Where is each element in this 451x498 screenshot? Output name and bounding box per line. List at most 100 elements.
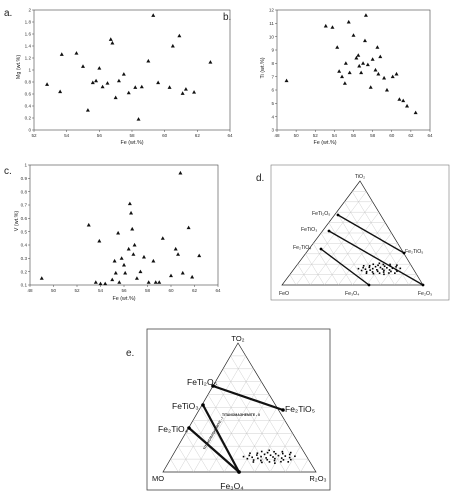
panel-c-ylabel: V (wt.%) xyxy=(14,211,20,232)
data-point xyxy=(122,262,126,267)
data-point xyxy=(246,457,249,460)
data-point xyxy=(169,273,173,278)
inner-label-titanomaghemite-2: TITANOMAGHEMITE - II xyxy=(222,413,260,417)
y-tick-label: 4 xyxy=(271,114,274,119)
grid-line xyxy=(239,407,278,473)
data-point xyxy=(379,266,382,269)
y-tick-label: 0.2 xyxy=(25,116,32,121)
tie-line xyxy=(320,248,370,286)
y-tick-label: 0.4 xyxy=(21,243,28,248)
data-point xyxy=(131,252,136,256)
data-point xyxy=(116,78,121,83)
data-point xyxy=(343,61,348,65)
data-point xyxy=(93,280,98,284)
panel-e-label: e. xyxy=(126,348,134,359)
data-point xyxy=(371,271,374,273)
data-point xyxy=(342,81,347,85)
tie-point xyxy=(402,251,406,255)
data-point xyxy=(382,75,387,80)
tie-line xyxy=(328,230,424,286)
data-point xyxy=(112,258,117,263)
data-point xyxy=(340,74,345,79)
tie-point xyxy=(367,283,371,287)
grid-line xyxy=(380,253,405,286)
x-tick-label: 56 xyxy=(97,133,103,138)
plot-frame xyxy=(29,164,219,286)
tie-point xyxy=(237,470,241,474)
data-point xyxy=(190,274,195,279)
data-point xyxy=(39,276,44,280)
x-tick-label: 54 xyxy=(98,288,104,293)
data-point xyxy=(335,45,340,49)
grid-line xyxy=(352,191,410,286)
tie-line xyxy=(188,427,240,473)
data-point xyxy=(110,40,115,45)
data-point xyxy=(133,85,138,89)
data-point xyxy=(256,454,258,456)
x-tick-label: 60 xyxy=(389,133,395,138)
grid-line xyxy=(208,381,262,473)
ternary-d xyxy=(281,180,425,287)
data-point xyxy=(396,270,398,273)
x-tick-label: 52 xyxy=(31,133,37,138)
y-tick-label: 1.2 xyxy=(25,56,32,61)
data-point xyxy=(294,455,296,458)
x-tick-label: 54 xyxy=(332,133,338,138)
grid-line xyxy=(178,355,246,473)
data-point xyxy=(157,280,162,284)
data-point xyxy=(362,38,367,43)
y-tick-label: 0.7 xyxy=(21,203,28,208)
data-point xyxy=(354,55,359,60)
y-tick-label: 0.6 xyxy=(21,216,28,221)
data-point xyxy=(280,460,282,463)
data-point xyxy=(268,449,271,452)
data-point xyxy=(97,66,102,70)
x-tick-label: 56 xyxy=(121,288,127,293)
data-point xyxy=(287,461,290,463)
data-point xyxy=(365,272,368,275)
data-point xyxy=(260,450,263,453)
data-point xyxy=(192,90,197,94)
data-point xyxy=(266,458,269,461)
data-point xyxy=(110,277,115,282)
data-point xyxy=(138,269,143,274)
data-point xyxy=(186,225,191,230)
data-point xyxy=(170,43,175,48)
data-point xyxy=(113,270,118,275)
data-point xyxy=(384,87,389,92)
data-point xyxy=(272,456,274,458)
data-point xyxy=(394,272,396,274)
data-point xyxy=(127,201,132,206)
data-point xyxy=(160,236,165,240)
data-point xyxy=(151,258,156,263)
label-fe2tio4-e: Fe₂TiO₄ xyxy=(158,424,189,434)
vertex-r2o3: R₂O₃ xyxy=(309,474,326,483)
data-point xyxy=(281,452,284,455)
panel-d-label: d. xyxy=(256,173,264,184)
data-point xyxy=(396,264,398,267)
panel-b-label: b. xyxy=(223,12,231,23)
vertex-feo: FeO xyxy=(279,291,289,297)
x-tick-label: 58 xyxy=(145,288,151,293)
x-tick-label: 62 xyxy=(195,133,201,138)
data-point xyxy=(261,461,263,464)
data-point xyxy=(383,265,386,268)
panel-c-label: c. xyxy=(4,166,12,177)
data-point xyxy=(383,273,385,276)
x-tick-label: 62 xyxy=(192,288,198,293)
data-point xyxy=(282,459,285,461)
data-point xyxy=(378,262,381,265)
data-point xyxy=(257,457,259,460)
grid-line xyxy=(193,368,254,473)
data-point xyxy=(370,57,375,61)
tie-point xyxy=(201,403,205,407)
data-point xyxy=(381,268,384,270)
data-point xyxy=(177,33,182,38)
data-point xyxy=(401,98,406,103)
label-fe2tio5-e: Fe₂TiO₅ xyxy=(285,404,315,414)
y-tick-label: 7 xyxy=(271,74,274,79)
data-point xyxy=(129,210,134,215)
data-point xyxy=(389,265,392,267)
data-point xyxy=(284,455,287,457)
